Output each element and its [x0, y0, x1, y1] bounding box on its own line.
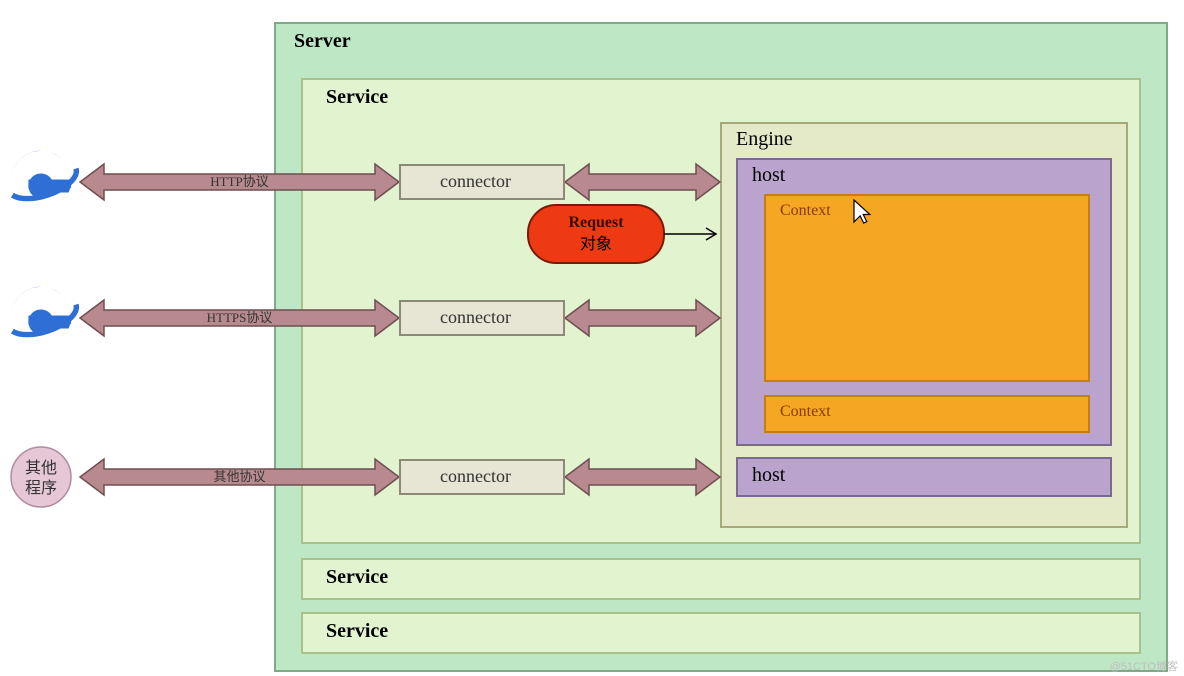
svg-text:程序: 程序	[25, 479, 57, 497]
service-box	[301, 612, 1141, 654]
browser-ie-icon	[4, 151, 82, 206]
context-box	[764, 194, 1090, 382]
protocol-label: 其他协议	[213, 469, 265, 484]
svg-text:其他: 其他	[25, 459, 57, 477]
protocol-label: HTTPS协议	[207, 310, 273, 325]
protocol-label: HTTP协议	[210, 174, 269, 189]
host-box	[736, 457, 1112, 497]
other-client-icon: 其他程序	[11, 447, 71, 507]
watermark: @51CTO博客	[1110, 658, 1178, 674]
browser-ie-icon	[4, 287, 82, 342]
service-box	[301, 558, 1141, 600]
